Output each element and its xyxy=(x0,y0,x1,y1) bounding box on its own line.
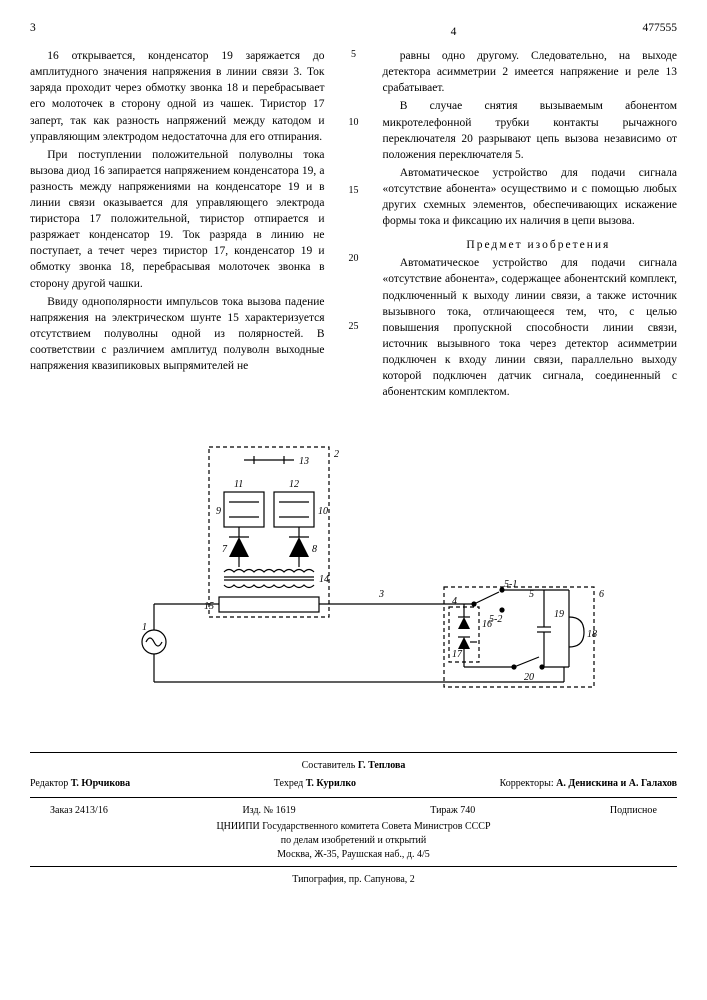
editor: Редактор Т. Юрчикова xyxy=(30,777,130,791)
composer: Составитель Г. Теплова xyxy=(302,759,406,773)
issue-number: Изд. № 1619 xyxy=(242,804,295,818)
svg-text:17: 17 xyxy=(452,649,463,660)
body-paragraph: В случае снятия вызываемым абонентом мик… xyxy=(383,98,678,162)
publisher-org: ЦНИИПИ Государственного комитета Совета … xyxy=(30,820,677,834)
line-marker: 5 xyxy=(345,48,363,62)
column-left: 16 открывается, конденсатор 19 заряжаетс… xyxy=(30,48,325,402)
svg-text:12: 12 xyxy=(289,479,299,490)
publisher-address: Москва, Ж-35, Раушская наб., д. 4/5 xyxy=(30,848,677,862)
svg-text:1: 1 xyxy=(142,622,147,633)
svg-text:8: 8 xyxy=(312,544,317,555)
order-number: Заказ 2413/16 xyxy=(50,804,108,818)
credits-block: Составитель Г. Теплова Редактор Т. Юрчик… xyxy=(30,752,677,798)
body-paragraph: Ввиду однополярности импульсов тока вызо… xyxy=(30,294,325,374)
line-marker: 25 xyxy=(345,320,363,334)
subscription: Подписное xyxy=(610,804,657,818)
svg-text:16: 16 xyxy=(482,619,492,630)
line-marker: 10 xyxy=(345,116,363,130)
claims-title: Предмет изобретения xyxy=(383,237,678,253)
svg-text:2: 2 xyxy=(334,449,339,460)
svg-text:20: 20 xyxy=(524,672,534,683)
publisher-org2: по делам изобретений и открытий xyxy=(30,834,677,848)
svg-text:19: 19 xyxy=(554,609,564,620)
svg-text:18: 18 xyxy=(587,629,597,640)
svg-text:5-1: 5-1 xyxy=(504,579,517,590)
page-number-left: 3 xyxy=(30,20,36,36)
circuit-diagram: 2 13 11 12 9 10 7 xyxy=(30,432,677,712)
body-paragraph: Автоматическое устройство для подачи сиг… xyxy=(383,165,678,229)
body-paragraph: Автоматическое устройство для подачи сиг… xyxy=(383,255,678,400)
publisher-block: Заказ 2413/16 Изд. № 1619 Тираж 740 Подп… xyxy=(30,798,677,867)
techred: Техред Т. Курилко xyxy=(274,777,356,791)
svg-text:10: 10 xyxy=(318,506,328,517)
svg-text:15: 15 xyxy=(204,601,214,612)
svg-text:14: 14 xyxy=(319,574,329,585)
line-marker: 15 xyxy=(345,184,363,198)
body-paragraph: равны одно другому. Следовательно, на вы… xyxy=(383,48,678,96)
svg-text:6: 6 xyxy=(599,589,604,600)
line-marker: 20 xyxy=(345,252,363,266)
body-paragraph: При поступлении положительной полуволны … xyxy=(30,147,325,292)
svg-text:7: 7 xyxy=(222,544,228,555)
svg-text:5: 5 xyxy=(529,589,534,600)
patent-number: 477555 xyxy=(643,20,678,36)
circulation: Тираж 740 xyxy=(430,804,475,818)
line-number-markers: 5 10 15 20 25 xyxy=(345,48,363,402)
correctors: Корректоры: А. Денискина и А. Галахов xyxy=(500,777,677,791)
text-columns: 16 открывается, конденсатор 19 заряжаетс… xyxy=(30,48,677,402)
svg-text:4: 4 xyxy=(452,596,457,607)
column-right: равны одно другому. Следовательно, на вы… xyxy=(383,48,678,402)
svg-text:9: 9 xyxy=(216,506,221,517)
typography-line: Типография, пр. Сапунова, 2 xyxy=(30,867,677,893)
svg-text:13: 13 xyxy=(299,456,309,467)
body-paragraph: 16 открывается, конденсатор 19 заряжаетс… xyxy=(30,48,325,145)
svg-text:3: 3 xyxy=(378,589,384,600)
page-number-right: 4 xyxy=(451,24,457,40)
svg-text:11: 11 xyxy=(234,479,243,490)
